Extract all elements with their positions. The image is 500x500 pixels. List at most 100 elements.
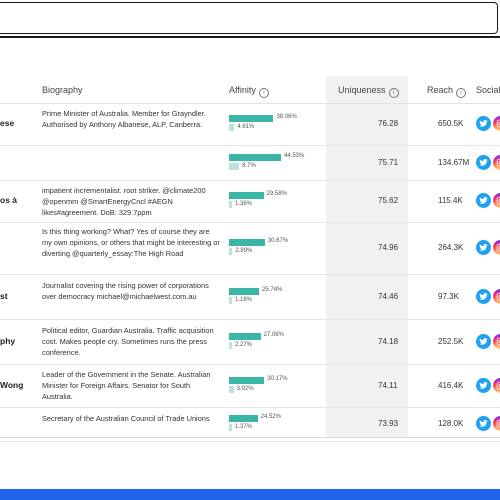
reach-value: 128.0K <box>438 419 464 428</box>
table-bottom-border <box>0 437 500 438</box>
affinity-cell: 29.58% 1.36% <box>229 191 319 216</box>
twitter-icon[interactable] <box>476 416 491 431</box>
affinity-baseline-bar <box>229 424 232 431</box>
affinity-cell: 27.08% 2.27% <box>229 332 319 357</box>
table-row[interactable]: phy Political editor, Guardian Australia.… <box>0 319 500 365</box>
influencer-name[interactable]: phy <box>0 335 16 346</box>
twitter-icon[interactable] <box>476 333 491 349</box>
reach-value: 134.67M <box>438 157 470 167</box>
bottom-accent-bar <box>0 489 500 500</box>
twitter-icon[interactable] <box>476 377 491 393</box>
affinity-baseline-value: 3.92% <box>236 385 254 392</box>
affinity-bar <box>229 376 265 384</box>
table-row[interactable]: st Journalist covering the rising power o… <box>0 274 500 320</box>
uniqueness-value: 74.46 <box>378 291 399 301</box>
affinity-baseline-bar <box>229 248 233 255</box>
instagram-icon[interactable] <box>493 240 500 255</box>
reach-value: 650.5K <box>438 119 464 128</box>
instagram-icon[interactable] <box>493 333 500 349</box>
affinity-cell: 25.74% 1.18% <box>229 286 319 312</box>
affinity-cell: 24.52% 1.37% <box>229 414 319 439</box>
top-bar <box>0 0 500 38</box>
affinity-value: 29.58% <box>266 191 287 197</box>
affinity-bar <box>229 287 260 295</box>
influencer-name[interactable]: ese <box>0 118 15 128</box>
twitter-icon[interactable] <box>476 116 491 131</box>
biography-text: Leader of the Government in the Senate. … <box>42 370 211 401</box>
uniqueness-value: 74.18 <box>378 336 399 346</box>
header-uniqueness[interactable]: Uniqueness i <box>338 85 399 98</box>
affinity-cell: 38.06% 4.61% <box>229 114 319 139</box>
table-row[interactable]: Secretary of the Australian Council of T… <box>0 407 500 442</box>
uniqueness-value: 76.28 <box>378 119 399 128</box>
affinity-cell: 44.53% 8.7% <box>229 152 319 178</box>
affinity-value: 38.06% <box>276 114 297 120</box>
uniqueness-column-highlight <box>326 76 408 437</box>
affinity-baseline-value: 2.27% <box>235 341 253 348</box>
header-social: Social <box>476 85 500 95</box>
uniqueness-value: 75.62 <box>378 196 399 205</box>
affinity-baseline-value: 8.7% <box>242 162 256 169</box>
instagram-icon[interactable] <box>493 377 500 393</box>
info-icon[interactable]: i <box>456 88 467 98</box>
reach-value: 115.4K <box>438 196 463 205</box>
affinity-bar <box>229 415 258 422</box>
twitter-icon[interactable] <box>476 193 491 208</box>
twitter-icon[interactable] <box>476 240 491 255</box>
table-row[interactable]: 44.53% 8.7% 75.71 134.67M <box>0 145 500 181</box>
affinity-baseline-value: 4.61% <box>237 124 255 130</box>
biography-text: impatient incrementalist. root striker. … <box>42 185 206 217</box>
header-affinity[interactable]: Affinity i <box>229 85 269 98</box>
affinity-bar <box>229 115 274 122</box>
influencer-name[interactable]: os à <box>0 195 18 205</box>
affinity-baseline-bar <box>229 201 232 208</box>
info-icon[interactable]: i <box>258 88 269 98</box>
uniqueness-value: 75.71 <box>378 157 399 167</box>
biography-text: Prime Minister of Australia. Member for … <box>42 108 206 129</box>
affinity-baseline-bar <box>229 296 232 304</box>
uniqueness-value: 73.93 <box>378 419 399 428</box>
affinity-baseline-bar <box>229 341 232 349</box>
affinity-baseline-bar <box>229 124 235 131</box>
uniqueness-value: 74.96 <box>378 243 399 252</box>
affinity-value: 25.74% <box>262 286 283 293</box>
affinity-bar <box>229 192 264 199</box>
uniqueness-value: 74.11 <box>378 380 398 390</box>
affinity-bar <box>229 332 261 340</box>
instagram-icon[interactable] <box>493 154 500 170</box>
affinity-baseline-bar <box>229 385 234 393</box>
twitter-icon[interactable] <box>476 154 491 170</box>
table-row[interactable]: Is this thing working? What? Yes of cour… <box>0 222 500 275</box>
header-uniqueness-label: Uniqueness <box>338 85 386 95</box>
affinity-value: 44.53% <box>284 152 305 159</box>
info-icon[interactable]: i <box>388 88 399 98</box>
reach-value: 97.3K <box>438 291 459 301</box>
biography-text: Political editor, Guardian Australia. Tr… <box>42 326 214 357</box>
affinity-cell: 30.17% 3.92% <box>229 376 319 401</box>
reach-value: 252.5K <box>438 336 464 346</box>
table-header: Biography Affinity i Uniqueness i Reach i S… <box>0 76 500 104</box>
header-reach-label: Reach <box>427 85 454 95</box>
table-row[interactable]: ese Prime Minister of Australia. Member f… <box>0 103 500 146</box>
instagram-icon[interactable] <box>493 416 500 431</box>
biography-text: Journalist covering the rising power of … <box>42 281 209 301</box>
affinity-baseline-value: 2.89% <box>235 248 253 254</box>
table-row[interactable]: os à impatient incrementalist. root strik… <box>0 180 500 223</box>
influencer-name[interactable]: st <box>0 290 8 301</box>
header-reach[interactable]: Reach i <box>427 85 467 98</box>
instagram-icon[interactable] <box>493 288 500 304</box>
affinity-cell: 30.67% 2.89% <box>229 238 319 263</box>
table-row[interactable]: Wong Leader of the Government in the Sena… <box>0 364 500 408</box>
affinity-value: 24.52% <box>260 414 281 420</box>
affinity-bar <box>229 153 281 161</box>
affinity-bar <box>229 239 265 246</box>
influencer-name[interactable]: Wong <box>0 379 24 390</box>
instagram-icon[interactable] <box>493 116 500 131</box>
reach-value: 416.4K <box>438 380 464 390</box>
instagram-icon[interactable] <box>493 193 500 208</box>
affinity-baseline-value: 1.37% <box>235 424 253 430</box>
twitter-icon[interactable] <box>476 288 491 304</box>
header-biography[interactable]: Biography <box>42 85 83 95</box>
reach-value: 264.3K <box>438 243 464 252</box>
biography-text: Secretary of the Australian Council of T… <box>42 414 210 423</box>
